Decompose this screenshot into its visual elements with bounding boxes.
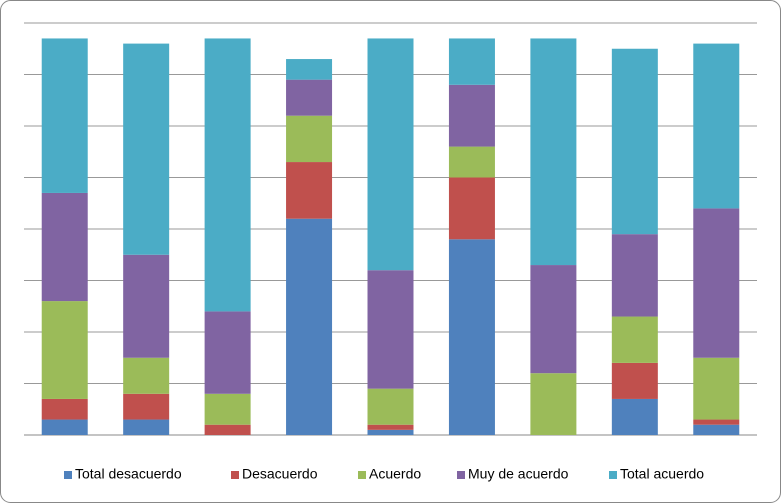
bar-segment xyxy=(448,84,495,147)
bar-segment xyxy=(448,239,495,435)
bar-segment xyxy=(693,419,740,425)
bar-segment xyxy=(611,234,658,317)
bar-segment xyxy=(41,301,88,399)
bar-segment xyxy=(530,373,577,435)
bar-segment xyxy=(204,424,251,435)
legend-label: Total acuerdo xyxy=(620,466,704,482)
bar-segment xyxy=(693,424,740,435)
bar-segment xyxy=(530,38,577,266)
bar-segment xyxy=(611,48,658,235)
legend-swatch xyxy=(64,471,72,479)
bar-segment xyxy=(367,38,414,271)
bar-segment xyxy=(41,192,88,302)
bar-segment xyxy=(286,59,333,80)
legend-label: Muy de acuerdo xyxy=(468,466,569,482)
bar-segment xyxy=(286,115,333,163)
bar-segment xyxy=(448,38,495,85)
bar-segment xyxy=(611,362,658,399)
bar-segment xyxy=(611,398,658,435)
bar-segment xyxy=(693,43,740,209)
bar-segment xyxy=(448,177,495,240)
bar-segment xyxy=(693,357,740,420)
legend-label: Desacuerdo xyxy=(242,466,318,482)
bar-segment xyxy=(41,38,88,193)
legend-swatch xyxy=(231,471,239,479)
bar-segment xyxy=(123,357,170,394)
legend-swatch xyxy=(609,471,617,479)
bar-segment xyxy=(123,43,170,255)
bar-segment xyxy=(611,316,658,363)
bar-segment xyxy=(41,398,88,420)
bar-segment xyxy=(367,388,414,425)
bar-segment xyxy=(286,218,333,435)
bar-segment xyxy=(204,311,251,394)
legend-label: Acuerdo xyxy=(369,466,421,482)
bar-segment xyxy=(204,38,251,312)
legend-swatch xyxy=(358,471,366,479)
bar-segment xyxy=(41,419,88,435)
bar-segment xyxy=(367,270,414,389)
bar-segment xyxy=(204,393,251,425)
bar-segment xyxy=(123,419,170,435)
bar-segment xyxy=(448,146,495,178)
bar-segment xyxy=(286,162,333,219)
bar-segment xyxy=(530,265,577,374)
bar-segment xyxy=(693,208,740,358)
bar-segment xyxy=(123,393,170,420)
bar-segment xyxy=(123,254,170,358)
bar-segment xyxy=(367,429,414,435)
legend-label: Total desacuerdo xyxy=(75,466,182,482)
bar-segment xyxy=(286,79,333,116)
bar-segment xyxy=(367,424,414,430)
legend-swatch xyxy=(457,471,465,479)
